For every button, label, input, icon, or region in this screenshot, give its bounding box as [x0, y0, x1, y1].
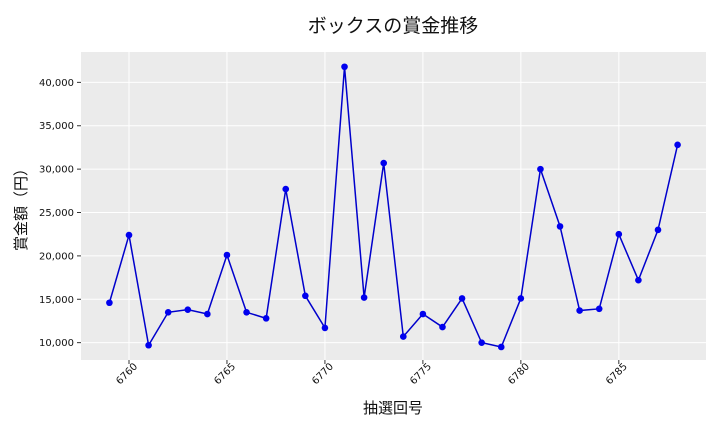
- data-point: [380, 159, 388, 167]
- data-point: [635, 276, 642, 284]
- x-tick-label: 6780: [506, 361, 532, 387]
- y-tick-label: 40,000: [39, 78, 74, 89]
- grid: [81, 52, 706, 360]
- data-point: [458, 295, 466, 302]
- data-point: [243, 308, 250, 316]
- data-point: [439, 323, 446, 331]
- data-point: [223, 251, 231, 259]
- data-point: [321, 324, 329, 332]
- data-point: [184, 306, 192, 313]
- series: [106, 63, 681, 351]
- data-point: [125, 231, 133, 239]
- data-point: [106, 299, 113, 307]
- data-point: [556, 223, 564, 230]
- plot-area: [81, 52, 706, 360]
- y-tick-label: 20,000: [39, 251, 74, 262]
- data-point: [399, 333, 407, 340]
- chart-title: ボックスの賞金推移: [308, 15, 478, 37]
- x-axis-label: 抽選回号: [363, 399, 423, 417]
- y-axis-label: 賞金額（円）: [12, 161, 30, 251]
- y-tick-label: 25,000: [39, 208, 74, 219]
- data-point: [674, 141, 681, 149]
- x-tick-label: 6785: [604, 361, 630, 387]
- data-point: [576, 307, 583, 314]
- data-point: [654, 226, 662, 234]
- x-tick-label: 6770: [310, 361, 336, 387]
- data-point: [262, 315, 270, 322]
- data-point: [302, 292, 309, 300]
- y-tick-label: 30,000: [39, 165, 74, 176]
- y-tick-label: 10,000: [39, 338, 74, 349]
- data-point: [478, 339, 485, 346]
- data-point: [615, 230, 623, 238]
- y-tick-label: 35,000: [39, 121, 74, 132]
- data-point: [282, 185, 290, 193]
- data-point: [595, 305, 603, 313]
- data-point: [517, 295, 525, 302]
- data-point: [419, 310, 427, 318]
- data-point: [204, 310, 211, 318]
- data-point: [497, 343, 505, 351]
- x-tick-label: 6775: [408, 361, 434, 387]
- data-point: [360, 294, 368, 301]
- x-tick-label: 6760: [114, 361, 140, 387]
- y-tick-label: 15,000: [39, 295, 74, 306]
- data-point: [341, 63, 348, 71]
- x-tick-label: 6765: [212, 361, 238, 387]
- data-point: [164, 308, 172, 316]
- data-point: [145, 341, 152, 349]
- data-point: [537, 165, 544, 173]
